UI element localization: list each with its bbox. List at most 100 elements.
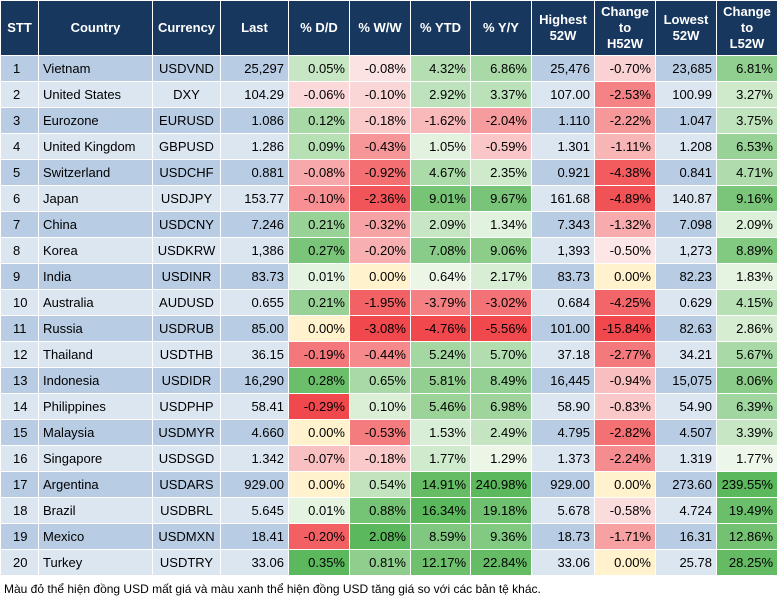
table-cell: 14.91% <box>411 472 471 498</box>
table-cell: 0.00% <box>350 264 411 290</box>
table-cell: Russia <box>39 316 153 342</box>
table-cell: 1.34% <box>471 212 532 238</box>
table-cell: USDINR <box>153 264 221 290</box>
table-cell: 33.06 <box>221 550 289 576</box>
table-cell: -5.56% <box>471 316 532 342</box>
table-cell: 6.53% <box>717 134 777 160</box>
table-cell: 0.88% <box>350 498 411 524</box>
table-cell: 18.41 <box>221 524 289 550</box>
table-cell: 2.35% <box>471 160 532 186</box>
table-cell: -0.10% <box>289 186 350 212</box>
table-cell: 0.684 <box>532 290 595 316</box>
table-cell: 2 <box>1 82 39 108</box>
table-cell: 1.319 <box>656 446 717 472</box>
table-cell: 104.29 <box>221 82 289 108</box>
table-cell: 5.70% <box>471 342 532 368</box>
table-cell: 16,290 <box>221 368 289 394</box>
table-cell: 12.17% <box>411 550 471 576</box>
table-cell: -1.71% <box>595 524 656 550</box>
table-cell: 34.21 <box>656 342 717 368</box>
table-cell: 9.01% <box>411 186 471 212</box>
table-cell: 0.00% <box>289 316 350 342</box>
table-cell: 8 <box>1 238 39 264</box>
table-cell: USDTHB <box>153 342 221 368</box>
table-cell: 19 <box>1 524 39 550</box>
table-cell: 2.92% <box>411 82 471 108</box>
table-cell: 83.73 <box>221 264 289 290</box>
column-header: % W/W <box>350 1 411 56</box>
table-cell: 4 <box>1 134 39 160</box>
table-cell: GBPUSD <box>153 134 221 160</box>
table-cell: 82.63 <box>656 316 717 342</box>
table-cell: 1.342 <box>221 446 289 472</box>
table-cell: 7 <box>1 212 39 238</box>
table-cell: 9 <box>1 264 39 290</box>
table-cell: China <box>39 212 153 238</box>
table-cell: 1.086 <box>221 108 289 134</box>
table-cell: -2.36% <box>350 186 411 212</box>
column-header: Highest 52W <box>532 1 595 56</box>
table-cell: 0.629 <box>656 290 717 316</box>
table-cell: 0.65% <box>350 368 411 394</box>
table-cell: -0.06% <box>289 82 350 108</box>
table-cell: 0.00% <box>595 472 656 498</box>
table-cell: 2.09% <box>411 212 471 238</box>
table-cell: India <box>39 264 153 290</box>
table-cell: Eurozone <box>39 108 153 134</box>
table-cell: 0.28% <box>289 368 350 394</box>
table-cell: 8.06% <box>717 368 777 394</box>
table-cell: 4.67% <box>411 160 471 186</box>
table-cell: 1.301 <box>532 134 595 160</box>
table-cell: USDPHP <box>153 394 221 420</box>
table-cell: -2.24% <box>595 446 656 472</box>
table-cell: 2.08% <box>350 524 411 550</box>
table-cell: -2.77% <box>595 342 656 368</box>
column-header: Lowest 52W <box>656 1 717 56</box>
table-cell: 0.64% <box>411 264 471 290</box>
table-cell: -0.43% <box>350 134 411 160</box>
table-cell: 8.59% <box>411 524 471 550</box>
column-header: % D/D <box>289 1 350 56</box>
table-cell: Malaysia <box>39 420 153 446</box>
table-cell: -2.04% <box>471 108 532 134</box>
table-cell: 58.90 <box>532 394 595 420</box>
table-cell: 17 <box>1 472 39 498</box>
table-cell: Korea <box>39 238 153 264</box>
table-cell: 3.37% <box>471 82 532 108</box>
table-cell: 11 <box>1 316 39 342</box>
table-cell: 3.75% <box>717 108 777 134</box>
table-cell: -0.18% <box>350 446 411 472</box>
table-cell: 6.98% <box>471 394 532 420</box>
table-cell: 100.99 <box>656 82 717 108</box>
table-cell: -0.53% <box>350 420 411 446</box>
table-cell: 929.00 <box>221 472 289 498</box>
table-cell: Turkey <box>39 550 153 576</box>
table-cell: 16 <box>1 446 39 472</box>
table-cell: 8.89% <box>717 238 777 264</box>
table-cell: 25,476 <box>532 56 595 82</box>
table-cell: USDVND <box>153 56 221 82</box>
table-cell: USDKRW <box>153 238 221 264</box>
table-cell: 0.01% <box>289 498 350 524</box>
table-cell: Thailand <box>39 342 153 368</box>
table-cell: 273.60 <box>656 472 717 498</box>
table-cell: 9.36% <box>471 524 532 550</box>
column-header: % Y/Y <box>471 1 532 56</box>
table-cell: 7.246 <box>221 212 289 238</box>
table-cell: 0.21% <box>289 290 350 316</box>
table-cell: USDJPY <box>153 186 221 212</box>
table-cell: 19.49% <box>717 498 777 524</box>
table-cell: 1.83% <box>717 264 777 290</box>
table-cell: 3 <box>1 108 39 134</box>
